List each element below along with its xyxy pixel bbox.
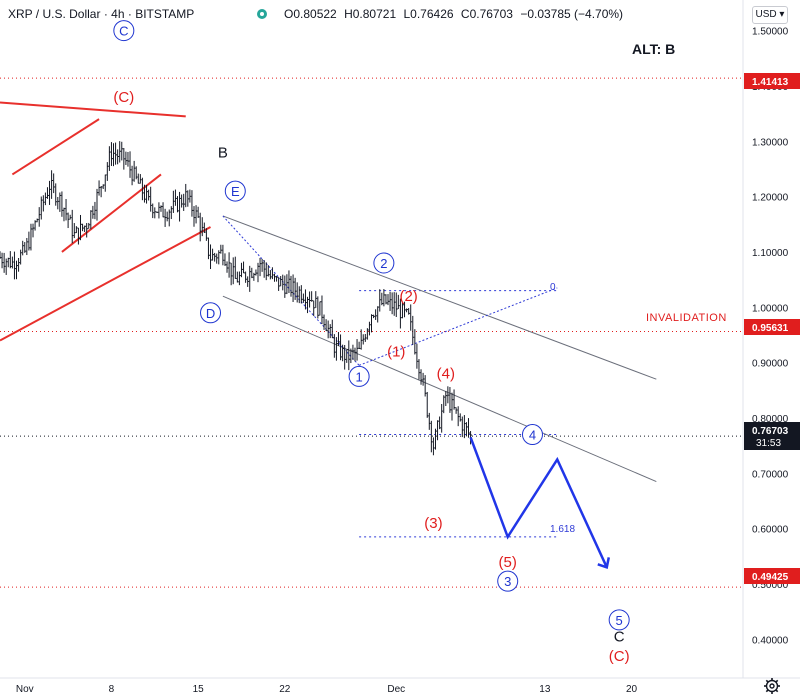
candle-countdown: 31:53 [756,438,781,449]
wave-label-0: C [119,24,128,39]
current-price-value: 0.76703 [752,426,789,437]
fib-ext-label: 1.618 [550,524,575,535]
current-price-tag [744,422,800,450]
wave-label-11: (3) [424,515,442,532]
wave-label-13: 3 [504,574,511,589]
wave-label-14: 5 [616,613,623,628]
channel-line-0 [222,215,657,380]
wave-label-9: (4) [437,366,455,383]
x-tick-0: Nov [16,684,34,695]
wave-label-1: (C) [113,89,134,106]
chart-header: XRP / U.S. Dollar · 4h · BITSTAMP O0.805… [8,7,623,21]
y-tick-5: 1.00000 [752,303,789,314]
x-tick-3: 22 [279,684,291,695]
triangle-line-2 [11,118,100,176]
price-bars [0,141,473,456]
trend-lines [0,101,657,483]
gear-icon[interactable] [763,677,781,695]
wave-label-8: 1 [355,369,362,384]
price-tags: 1.41413 0.95631 0.76703 31:53 0.49425 [744,73,800,584]
wave-circle-14 [608,609,630,631]
x-tick-1: 8 [109,684,115,695]
channel-line-1 [222,295,657,483]
wave-label-3: E [231,184,240,199]
upper-level-tag [744,73,800,89]
wave-circle-13 [497,570,519,592]
invalidation-level-value: 0.95631 [752,323,789,334]
x-tick-2: 15 [193,684,205,695]
x-tick-5: 13 [539,684,551,695]
triangle-line-0 [0,101,186,118]
lower-level-value: 0.49425 [752,572,789,583]
wave-label-6: (2) [399,288,417,305]
invalidation-label: INVALIDATION [646,312,727,324]
wave-label-5: 2 [380,256,387,271]
alt-scenario-label: ALT: B [632,41,675,57]
fib-zero-label: 0 [550,282,556,293]
wave-circle-5 [373,252,395,274]
upper-level-value: 1.41413 [752,77,789,88]
retrace-line-1 [358,287,558,366]
wave-label-10: 4 [529,428,536,443]
x-tick-6: 20 [626,684,638,695]
projection-path [469,436,611,569]
currency-selector[interactable]: USD ▾ [752,6,788,24]
y-tick-2: 1.30000 [752,137,789,148]
wave-label-12: (5) [499,554,517,571]
y-tick-3: 1.20000 [752,193,789,204]
market-status-dot [260,12,264,16]
y-tick-4: 1.10000 [752,248,789,259]
y-tick-8: 0.70000 [752,469,789,480]
wave-circle-10 [521,424,543,446]
invalidation-level-tag [744,319,800,335]
y-tick-0: 1.50000 [752,27,789,38]
wave-label-2: B [218,144,228,161]
wave-circle-8 [348,365,370,387]
y-tick-9: 0.60000 [752,525,789,536]
wave-circle-4 [200,302,222,324]
wave-circle-3 [224,180,246,202]
currency-label: USD [755,9,777,20]
lower-level-tag [744,568,800,584]
wave-circle-0 [113,20,135,42]
wave-label-15: C [614,629,625,646]
wave-label-16: (C) [609,648,630,665]
wave-label-4: D [206,306,215,321]
wave-label-7: (1) [387,344,405,361]
y-tick-6: 0.90000 [752,359,789,370]
projection-line [469,436,608,568]
y-tick-11: 0.40000 [752,635,789,646]
symbol-title[interactable]: XRP / U.S. Dollar · 4h · BITSTAMP [8,7,194,21]
time-axis[interactable]: Nov 8 15 22 Dec 13 20 [0,677,800,695]
y-tick-10: 0.50000 [752,580,789,591]
ohlc-values: O0.80522 H0.80721 L0.76426 C0.76703 −0.0… [284,7,623,21]
x-tick-4: Dec [387,684,405,695]
y-tick-7: 0.80000 [752,414,789,425]
triangle-line-1 [0,226,211,342]
projection-arrowhead [597,557,611,569]
